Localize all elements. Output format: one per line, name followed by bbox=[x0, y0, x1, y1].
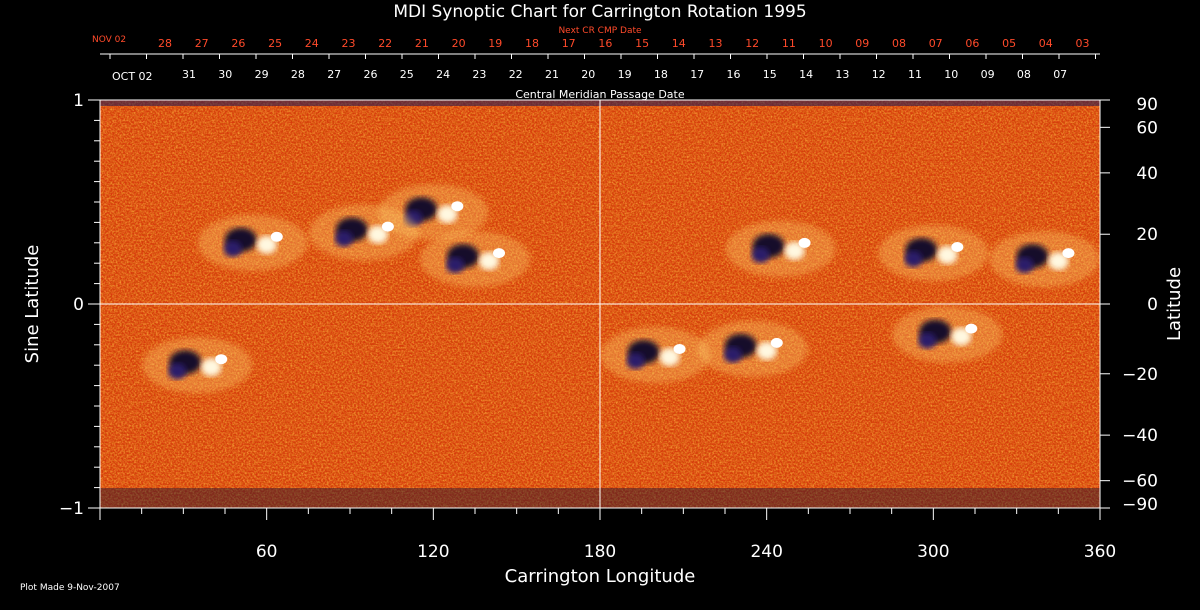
top-white-date-label: 17 bbox=[690, 68, 704, 81]
y-right-tick-label: 90 bbox=[1136, 95, 1158, 115]
y-right-tick-label: −20 bbox=[1122, 365, 1158, 385]
top-red-date-label: 20 bbox=[452, 37, 466, 50]
top-red-date-label: 06 bbox=[965, 37, 979, 50]
active-region bbox=[892, 306, 1003, 363]
top-white-date-label: 29 bbox=[255, 68, 269, 81]
top-white-date-label: 09 bbox=[981, 68, 995, 81]
x-tick-label: 300 bbox=[917, 542, 949, 562]
plot-made-note: Plot Made 9-Nov-2007 bbox=[20, 583, 120, 593]
y-right-tick-label: −90 bbox=[1122, 495, 1158, 515]
top-red-date-label: 13 bbox=[709, 37, 723, 50]
y-axis-left: 1 0 −1 bbox=[59, 91, 100, 519]
x-axis: 60 120 180 240 300 360 bbox=[99, 508, 1116, 562]
top-red-date-label: 21 bbox=[415, 37, 429, 50]
top-red-date-label: 03 bbox=[1076, 37, 1090, 50]
top-axis-title: Central Meridian Passage Date bbox=[515, 88, 684, 101]
top-red-date-label: 04 bbox=[1039, 37, 1053, 50]
y-axis-right-label: Latitude bbox=[1164, 267, 1185, 341]
top-red-date-label: 25 bbox=[268, 37, 282, 50]
top-red-date-label: 19 bbox=[488, 37, 502, 50]
top-red-date-label: 26 bbox=[231, 37, 245, 50]
top-white-date-label: 16 bbox=[727, 68, 741, 81]
x-tick-label: 360 bbox=[1084, 542, 1116, 562]
top-month-white: OCT 02 bbox=[112, 70, 153, 83]
top-white-date-label: 25 bbox=[400, 68, 414, 81]
top-red-date-label: 18 bbox=[525, 37, 539, 50]
y-axis-left-label: Sine Latitude bbox=[22, 245, 43, 364]
top-white-date-label: 18 bbox=[654, 68, 668, 81]
top-white-date-label: 15 bbox=[763, 68, 777, 81]
top-white-date-label: 19 bbox=[618, 68, 632, 81]
top-red-date-label: 17 bbox=[562, 37, 576, 50]
y-left-tick-label: 0 bbox=[73, 295, 84, 315]
top-white-date-label: 26 bbox=[364, 68, 378, 81]
top-red-date-label: 11 bbox=[782, 37, 796, 50]
top-red-date-label: 10 bbox=[819, 37, 833, 50]
top-white-date-label: 31 bbox=[182, 68, 196, 81]
top-white-date-label: 08 bbox=[1017, 68, 1031, 81]
active-region bbox=[308, 204, 419, 261]
top-white-date-label: 28 bbox=[291, 68, 305, 81]
x-tick-label: 120 bbox=[417, 542, 449, 562]
top-white-date-label: 22 bbox=[509, 68, 523, 81]
top-white-date-label: 27 bbox=[327, 68, 341, 81]
y-axis-right: 90 60 40 20 0 −20 −40 −60 −90 bbox=[1100, 95, 1158, 515]
top-red-date-label: 22 bbox=[378, 37, 392, 50]
top-white-date-label: 11 bbox=[908, 68, 922, 81]
top-red-date-label: 07 bbox=[929, 37, 943, 50]
top-red-dates: 28 27 26 25 24 23 22 21 20 19 18 17 16 15 14 13 12 11 10 09… bbox=[158, 37, 1090, 50]
y-right-tick-label: 60 bbox=[1136, 118, 1158, 138]
top-red-date-label: 09 bbox=[855, 37, 869, 50]
top-red-date-label: 12 bbox=[745, 37, 759, 50]
x-tick-label: 180 bbox=[584, 542, 616, 562]
top-white-date-label: 23 bbox=[472, 68, 486, 81]
y-right-tick-label: −40 bbox=[1122, 426, 1158, 446]
top-white-date-label: 30 bbox=[218, 68, 232, 81]
top-red-date-label: 08 bbox=[892, 37, 906, 50]
top-white-date-label: 20 bbox=[581, 68, 595, 81]
top-white-date-label: 13 bbox=[835, 68, 849, 81]
top-red-date-label: 27 bbox=[195, 37, 209, 50]
y-left-tick-label: −1 bbox=[59, 499, 84, 519]
y-right-tick-label: 0 bbox=[1147, 295, 1158, 315]
active-region bbox=[142, 337, 253, 394]
top-white-date-label: 14 bbox=[799, 68, 813, 81]
top-white-date-label: 07 bbox=[1053, 68, 1067, 81]
y-right-tick-label: 40 bbox=[1136, 164, 1158, 184]
top-axis-red-title: Next CR CMP Date bbox=[558, 26, 642, 36]
active-region bbox=[420, 231, 530, 288]
y-right-tick-label: −60 bbox=[1122, 472, 1158, 492]
top-red-date-label: 28 bbox=[158, 37, 172, 50]
top-red-date-label: 14 bbox=[672, 37, 686, 50]
top-month-red: NOV 02 bbox=[92, 35, 126, 45]
top-white-dates: 31 30 29 28 27 26 25 24 23 22 21 20 19 18 17 16 15 14 13 12… bbox=[182, 68, 1067, 81]
x-axis-label: Carrington Longitude bbox=[505, 566, 696, 587]
top-red-date-label: 15 bbox=[635, 37, 649, 50]
active-region bbox=[697, 320, 808, 377]
active-regions bbox=[142, 184, 1100, 394]
x-tick-label: 60 bbox=[256, 542, 278, 562]
top-white-date-label: 24 bbox=[436, 68, 450, 81]
top-red-date-label: 05 bbox=[1002, 37, 1016, 50]
active-region bbox=[197, 214, 308, 271]
top-red-date-label: 24 bbox=[305, 37, 319, 50]
chart-title: MDI Synoptic Chart for Carrington Rotati… bbox=[393, 2, 806, 22]
top-date-ticks bbox=[109, 54, 1096, 59]
active-region bbox=[600, 327, 711, 383]
y-right-tick-label: 20 bbox=[1136, 225, 1158, 245]
top-white-date-label: 21 bbox=[545, 68, 559, 81]
top-white-date-label: 10 bbox=[944, 68, 958, 81]
y-left-tick-label: 1 bbox=[73, 91, 84, 111]
top-red-date-label: 23 bbox=[342, 37, 356, 50]
active-region bbox=[725, 220, 836, 277]
active-region bbox=[878, 225, 989, 281]
active-region bbox=[989, 231, 1100, 288]
top-white-date-label: 12 bbox=[872, 68, 886, 81]
top-red-date-label: 16 bbox=[598, 37, 612, 50]
x-tick-label: 240 bbox=[750, 542, 782, 562]
